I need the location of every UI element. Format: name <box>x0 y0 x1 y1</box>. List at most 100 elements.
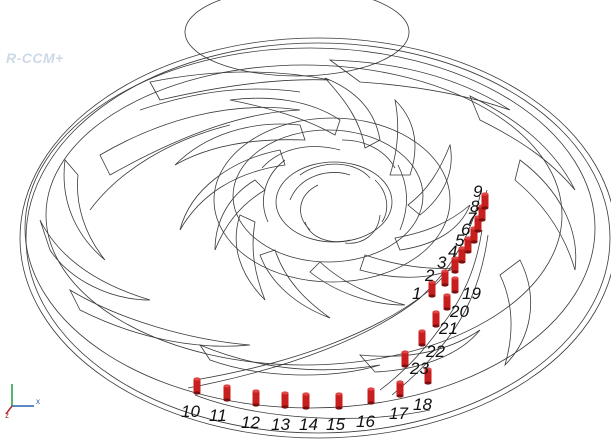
probe-label: 19 <box>462 284 481 303</box>
probe-base <box>252 403 260 407</box>
diffuser-vane <box>99 107 301 176</box>
probe-cylinder <box>396 380 404 398</box>
z-axis-line <box>5 405 13 415</box>
diffuser-vane <box>39 219 151 301</box>
diffuser-vane <box>514 159 577 271</box>
probe-cap <box>418 329 426 333</box>
probe-label: 13 <box>271 415 290 434</box>
probe-cylinder <box>443 293 451 311</box>
probe-cylinder <box>458 246 466 264</box>
swirl-stroke <box>304 221 351 242</box>
impeller-blade <box>229 97 341 136</box>
diffuser-vane <box>63 159 106 261</box>
impeller-blade <box>394 204 471 251</box>
swirl-stroke <box>299 163 371 179</box>
probe-body <box>401 352 409 366</box>
probe-base <box>418 343 426 347</box>
impeller-blade <box>174 123 306 166</box>
probe-body <box>424 369 432 383</box>
outer-ring-4 <box>45 64 563 366</box>
probe-cylinder <box>428 280 436 298</box>
probe-guide-curve <box>391 234 489 396</box>
probe-body <box>193 379 201 393</box>
probe-cylinder <box>193 377 201 395</box>
probe-body <box>481 194 489 208</box>
probe-cap <box>193 377 201 381</box>
probe-base <box>193 391 201 395</box>
probe-label: 3 <box>437 253 447 272</box>
probe-body <box>223 386 231 400</box>
probe-body <box>418 331 426 345</box>
probe-label: 2 <box>424 266 435 285</box>
probe-body <box>252 391 260 405</box>
probe-cap <box>401 350 409 354</box>
probe-base <box>451 270 459 274</box>
probe-cylinder <box>367 387 375 405</box>
probe-base <box>474 229 482 233</box>
probe-label: 6 <box>461 220 471 239</box>
probe-cap <box>367 387 375 391</box>
impeller-blade <box>389 98 416 176</box>
probe-base <box>302 406 310 410</box>
hub-ring-1 <box>213 117 451 283</box>
diffuser-vane-edge <box>89 124 231 211</box>
probe-cap <box>464 236 472 240</box>
probe-label: 4 <box>448 242 457 261</box>
probe-label: 16 <box>356 412 375 431</box>
diffuser-vane <box>69 288 251 347</box>
probe-cylinder <box>464 236 472 254</box>
diffuser-vane <box>198 344 381 376</box>
diffuser-vane <box>328 59 511 111</box>
diffuser-vane <box>469 95 576 191</box>
swirl-stroke <box>263 159 286 223</box>
probe-cap <box>223 384 231 388</box>
probe-base <box>424 381 432 385</box>
probe-cap <box>481 192 489 196</box>
probe-cylinder <box>302 392 310 410</box>
probe-label: 12 <box>241 413 260 432</box>
hub-ring-2 <box>232 129 424 263</box>
probe-base <box>470 240 478 244</box>
probe-cap <box>443 293 451 297</box>
swirl-stroke <box>374 179 388 223</box>
swirl-stroke <box>341 139 396 169</box>
impeller-wireframe <box>19 0 611 439</box>
probe-cylinder <box>401 350 409 368</box>
probe-label: 15 <box>326 415 345 434</box>
x-axis-label: x <box>36 397 40 406</box>
inlet-ring <box>184 0 410 77</box>
probe-base <box>432 324 440 328</box>
probe-body <box>302 394 310 408</box>
probe-label: 5 <box>455 231 465 250</box>
probe-markers <box>193 192 489 410</box>
probe-cap <box>458 246 466 250</box>
probe-body <box>458 248 466 262</box>
impeller-blade <box>179 149 286 231</box>
axis-triad: x z <box>5 384 40 420</box>
probe-base <box>428 294 436 298</box>
probe-cylinder <box>424 367 432 385</box>
probe-base <box>335 406 343 410</box>
probe-base <box>478 218 486 222</box>
probe-body <box>432 312 440 326</box>
probe-body <box>470 228 478 242</box>
probe-cap <box>281 391 289 395</box>
probe-label: 7 <box>467 209 477 228</box>
probe-cylinder <box>418 329 426 347</box>
swirl-stroke <box>397 164 407 231</box>
probe-base <box>464 250 472 254</box>
app-logo-watermark: R-CCM+ <box>6 50 64 66</box>
impeller-blade <box>214 179 266 251</box>
probe-base <box>281 405 289 409</box>
outer-ring-2 <box>25 42 611 434</box>
probe-cap <box>428 280 436 284</box>
swirl-stroke <box>300 184 319 231</box>
probe-cap <box>396 380 404 384</box>
probe-cylinder <box>451 276 459 294</box>
probe-body <box>396 382 404 396</box>
probe-guide-curve <box>187 195 481 389</box>
probe-cylinder <box>281 391 289 409</box>
